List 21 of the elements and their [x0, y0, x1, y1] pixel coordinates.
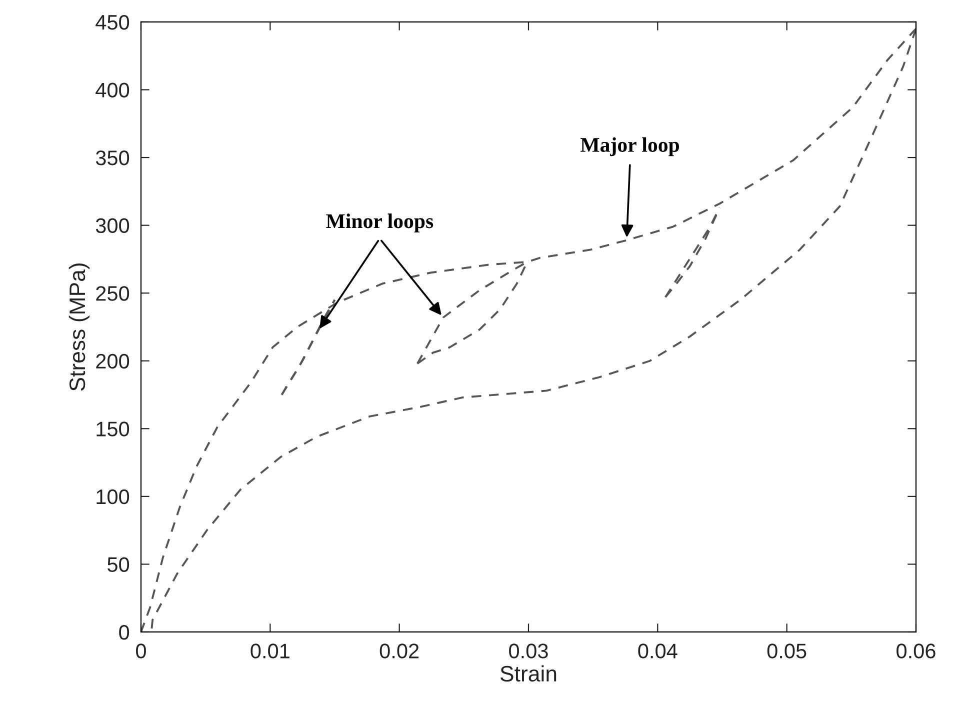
- annotation: Major loop: [580, 137, 680, 156]
- x-tick-label: 0.04: [638, 644, 678, 658]
- annotation: Minor loops: [326, 214, 434, 232]
- x-axis-title: Strain: [500, 665, 556, 682]
- y-tick-label: 300: [96, 218, 130, 234]
- y-axis-title: Stress (MPa): [68, 264, 90, 391]
- y-tick-label: 450: [96, 14, 130, 30]
- x-tick-label: 0.01: [250, 644, 290, 658]
- y-tick-label: 250: [96, 286, 130, 301]
- x-tick-label: 0.05: [767, 644, 806, 658]
- y-tick-label: 400: [96, 82, 130, 98]
- x-tick-label: 0: [136, 644, 146, 658]
- x-tick-label: 0.06: [896, 644, 936, 658]
- y-tick-label: 200: [96, 354, 130, 369]
- y-tick-label: 50: [108, 557, 130, 572]
- x-tick-label: 0.02: [380, 644, 419, 658]
- x-tick-label: 0.03: [509, 644, 548, 658]
- y-tick-label: 100: [96, 489, 130, 504]
- y-tick-label: 0: [119, 624, 130, 640]
- y-tick-label: 350: [96, 150, 130, 166]
- y-tick-label: 150: [96, 422, 130, 436]
